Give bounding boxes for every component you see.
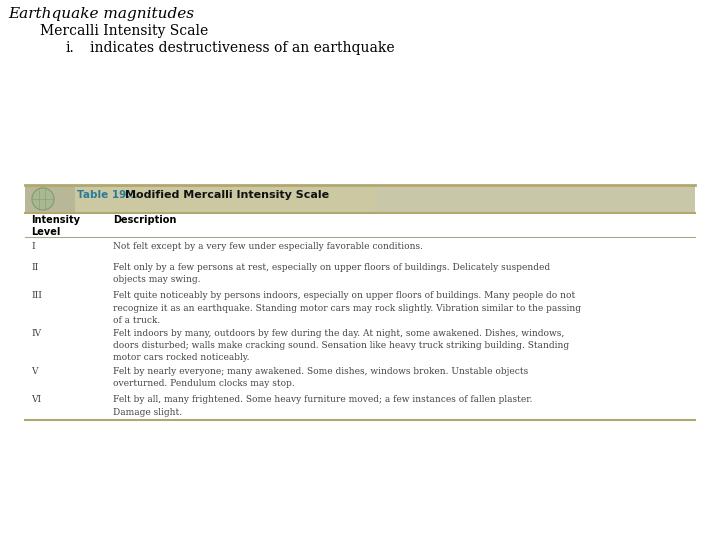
Text: IV: IV [31,329,41,338]
Text: Modified Mercalli Intensity Scale: Modified Mercalli Intensity Scale [125,190,329,200]
Text: Table 19.1: Table 19.1 [77,190,138,200]
Text: Not felt except by a very few under especially favorable conditions.: Not felt except by a very few under espe… [113,242,423,251]
Bar [75,185,695,213]
Bar [25,185,75,213]
Text: Felt indoors by many, outdoors by few during the day. At night, some awakened. D: Felt indoors by many, outdoors by few du… [113,329,569,362]
Circle shape [32,188,54,210]
Text: Earthquake magnitudes: Earthquake magnitudes [8,7,194,21]
Text: Felt by all, many frightened. Some heavy furniture moved; a few instances of fal: Felt by all, many frightened. Some heavy… [113,395,533,417]
Text: Intensity
Level: Intensity Level [31,215,80,238]
Text: i.: i. [65,41,73,55]
Text: V: V [31,367,37,375]
Text: II: II [31,262,38,272]
Text: Mercalli Intensity Scale: Mercalli Intensity Scale [40,24,208,38]
Text: Felt only by a few persons at rest, especially on upper floors of buildings. Del: Felt only by a few persons at rest, espe… [113,262,550,284]
Text: indicates destructiveness of an earthquake: indicates destructiveness of an earthqua… [90,41,395,55]
Text: Felt by nearly everyone; many awakened. Some dishes, windows broken. Unstable ob: Felt by nearly everyone; many awakened. … [113,367,528,388]
Text: I: I [31,242,35,251]
Bar [375,185,695,213]
Text: VI: VI [31,395,41,404]
Text: III: III [31,292,42,300]
Text: Description: Description [113,215,176,225]
Text: Felt quite noticeably by persons indoors, especially on upper floors of building: Felt quite noticeably by persons indoors… [113,292,581,325]
